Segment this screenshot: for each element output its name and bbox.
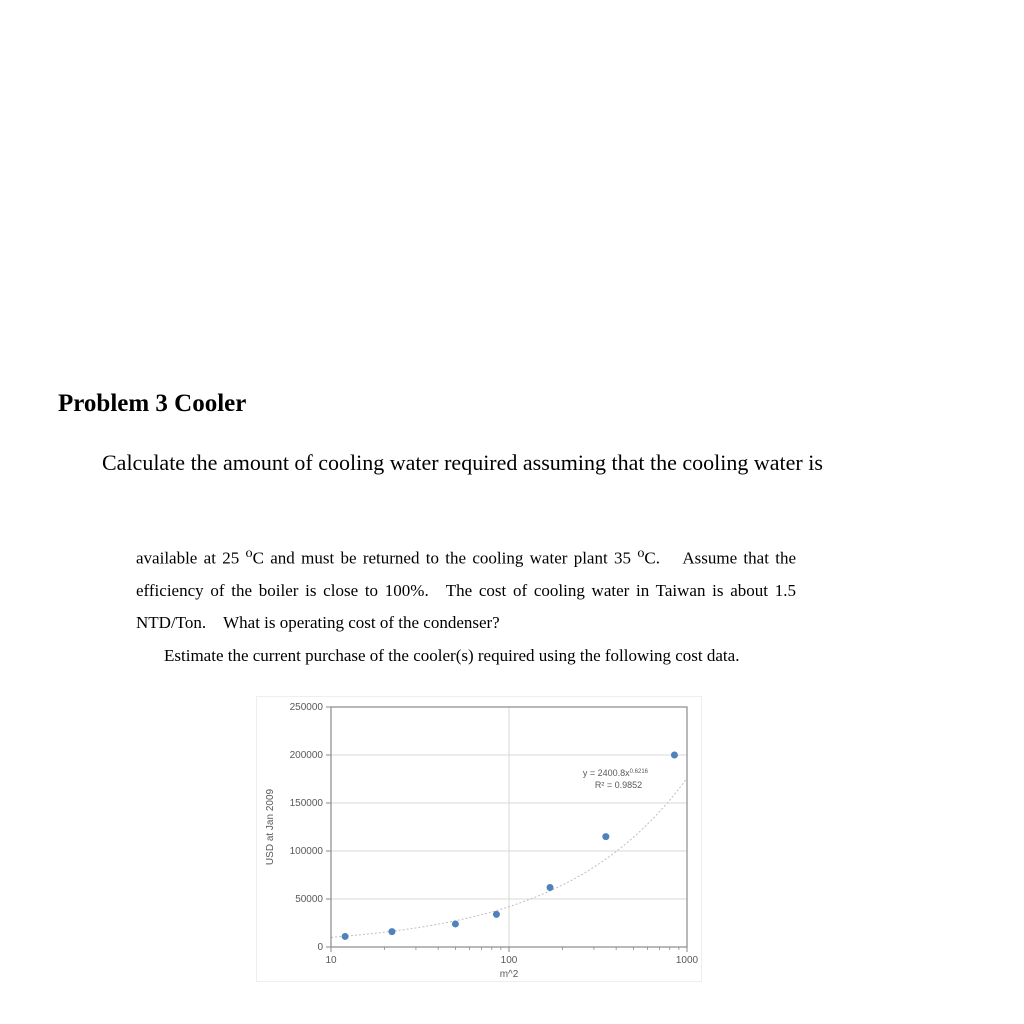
cost-chart: 10 100 1000 0 50000 100000 150000 200000 250000 m… [256,696,702,982]
svg-text:m^2: m^2 [500,969,519,980]
problem-para-3: Estimate the current purchase of the coo… [164,640,796,672]
svg-text:USD at Jan 2009: USD at Jan 2009 [265,788,276,865]
svg-text:200000: 200000 [290,750,324,761]
problem-heading: Problem 3 Cooler [58,390,984,418]
svg-text:1000: 1000 [676,955,699,966]
svg-text:100000: 100000 [290,846,324,857]
svg-text:R² = 0.9852: R² = 0.9852 [595,780,642,790]
svg-text:50000: 50000 [295,894,323,905]
problem-para-1: Calculate the amount of cooling water re… [102,442,984,484]
svg-text:150000: 150000 [290,798,324,809]
svg-text:10: 10 [325,955,337,966]
svg-text:0: 0 [317,942,323,953]
svg-text:250000: 250000 [290,702,324,713]
problem-para-2: available at 25 oC and must be returned … [136,540,796,640]
svg-text:100: 100 [501,955,518,966]
